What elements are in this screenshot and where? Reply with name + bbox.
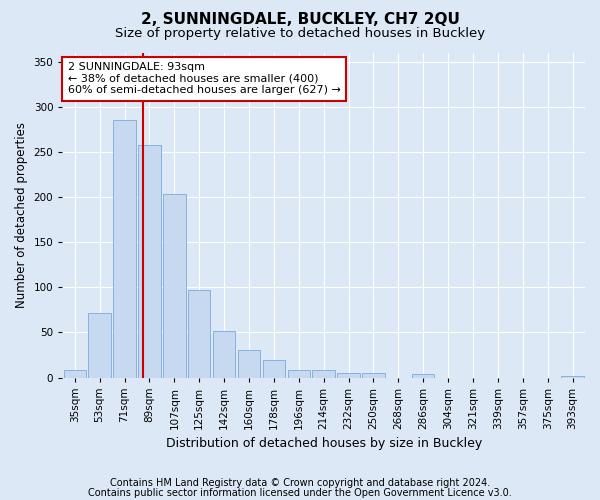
Bar — [88, 314, 111, 378]
Text: Size of property relative to detached houses in Buckley: Size of property relative to detached ho… — [115, 28, 485, 40]
Bar — [113, 120, 136, 378]
X-axis label: Distribution of detached houses by size in Buckley: Distribution of detached houses by size … — [166, 437, 482, 450]
Text: Contains public sector information licensed under the Open Government Licence v3: Contains public sector information licen… — [88, 488, 512, 498]
Text: 2, SUNNINGDALE, BUCKLEY, CH7 2QU: 2, SUNNINGDALE, BUCKLEY, CH7 2QU — [140, 12, 460, 28]
Bar — [64, 370, 86, 378]
Text: Contains HM Land Registry data © Crown copyright and database right 2024.: Contains HM Land Registry data © Crown c… — [110, 478, 490, 488]
Text: 2 SUNNINGDALE: 93sqm
← 38% of detached houses are smaller (400)
60% of semi-deta: 2 SUNNINGDALE: 93sqm ← 38% of detached h… — [68, 62, 340, 96]
Bar — [562, 376, 584, 378]
Bar — [412, 374, 434, 378]
Bar — [263, 360, 285, 378]
Bar — [287, 370, 310, 378]
Bar — [313, 370, 335, 378]
Y-axis label: Number of detached properties: Number of detached properties — [15, 122, 28, 308]
Bar — [138, 144, 161, 378]
Bar — [337, 373, 360, 378]
Bar — [238, 350, 260, 378]
Bar — [163, 194, 185, 378]
Bar — [362, 373, 385, 378]
Bar — [188, 290, 211, 378]
Bar — [213, 330, 235, 378]
